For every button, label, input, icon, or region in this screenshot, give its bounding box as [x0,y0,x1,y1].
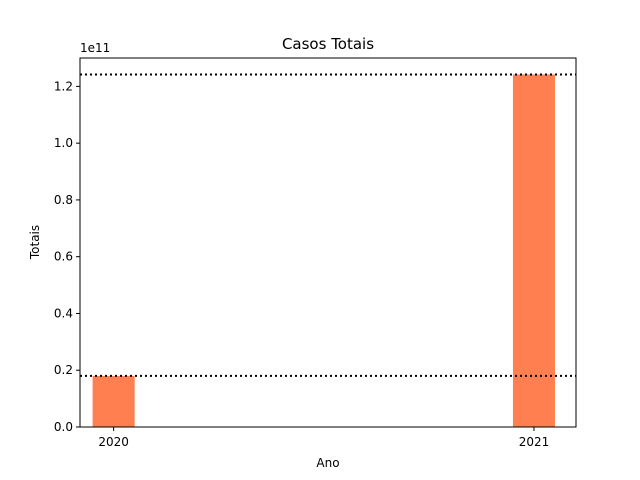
y-axis-label: Totais [28,225,42,260]
x-axis-label: Ano [316,456,339,470]
y-tick-label: 1.0 [54,136,73,150]
bar-2020 [92,375,135,427]
plot-area-frame [79,57,577,428]
y-scale-label: 1e11 [80,41,110,55]
y-tick-label: 1.2 [54,79,73,93]
y-tick-label: 0.6 [54,250,73,264]
plot-marks [92,74,555,427]
y-tick-label: 0.8 [54,193,73,207]
y-tick-label: 0.2 [54,363,73,377]
x-tick-label: 2020 [98,435,129,449]
bar-2021 [512,74,555,427]
y-tick-label: 0.0 [54,420,73,434]
reference-lines [80,73,576,377]
y-tick-label: 0.4 [54,306,73,320]
chart-title: Casos Totais [282,35,374,53]
x-axis: 2020 2021 [98,427,549,449]
y-axis: 0.0 0.2 0.4 0.6 0.8 1.0 1.2 [54,79,80,434]
x-tick-label: 2021 [519,435,550,449]
